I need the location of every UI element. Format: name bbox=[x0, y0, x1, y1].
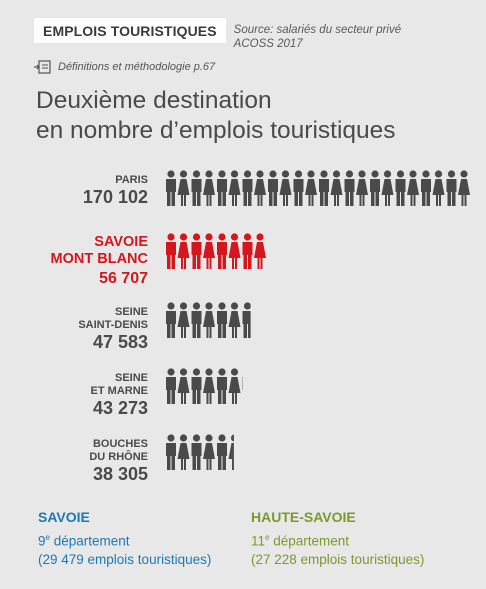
row-label: SEINE bbox=[115, 372, 148, 384]
haute-savoie-name: HAUTE-SAVOIE bbox=[251, 509, 356, 525]
value-label: 56 707 bbox=[99, 270, 148, 287]
source-line-2: ACOSS 2017 bbox=[233, 38, 303, 50]
row-label: SEINE bbox=[115, 306, 148, 318]
row-label: PARIS bbox=[115, 174, 148, 186]
value-label: 38 305 bbox=[93, 464, 148, 484]
icon-row bbox=[166, 170, 470, 206]
savoie-rank: 9e département bbox=[38, 533, 130, 549]
title-line-2: en nombre d’emplois touristiques bbox=[36, 117, 396, 144]
savoie-count: (29 479 emplois touristiques) bbox=[38, 551, 212, 567]
row-label: SAVOIE bbox=[94, 234, 148, 250]
row-label: SAINT-DENIS bbox=[78, 319, 148, 331]
source-note: Source: salariés du secteur privé ACOSS … bbox=[234, 23, 434, 51]
definitions-text: Définitions et méthodologie p.67 bbox=[58, 61, 216, 73]
definitions-link[interactable]: Définitions et méthodologie p.67 bbox=[34, 60, 215, 74]
icon-row bbox=[166, 233, 266, 269]
source-line-1: Source: salariés du secteur privé bbox=[233, 24, 402, 36]
title-line-1: Deuxième destination bbox=[36, 87, 272, 114]
header: EMPLOIS TOURISTIQUES Source: salariés du… bbox=[34, 18, 434, 51]
value-label: 47 583 bbox=[93, 332, 148, 352]
value-label: 170 102 bbox=[83, 187, 148, 207]
row-label: BOUCHES bbox=[93, 438, 148, 450]
document-icon bbox=[34, 60, 51, 74]
haute-savoie-count: (27 228 emplois touristiques) bbox=[251, 551, 425, 567]
page-title: Deuxième destination en nombre d’emplois… bbox=[36, 86, 476, 146]
row-label: DU RHÔNE bbox=[89, 450, 148, 463]
icon-row bbox=[166, 368, 243, 404]
icon-row bbox=[166, 434, 234, 470]
footer-savoie: SAVOIE 9e département (29 479 emplois to… bbox=[38, 508, 211, 569]
footer-haute-savoie: HAUTE-SAVOIE 11e département (27 228 emp… bbox=[251, 508, 424, 569]
section-tag: EMPLOIS TOURISTIQUES bbox=[34, 18, 226, 43]
haute-savoie-rank: 11e département bbox=[251, 533, 350, 549]
row-label: ET MARNE bbox=[91, 385, 148, 397]
icon-row bbox=[166, 302, 251, 338]
row-label: MONT BLANC bbox=[51, 251, 149, 267]
savoie-name: SAVOIE bbox=[38, 509, 90, 525]
value-label: 43 273 bbox=[93, 398, 148, 418]
